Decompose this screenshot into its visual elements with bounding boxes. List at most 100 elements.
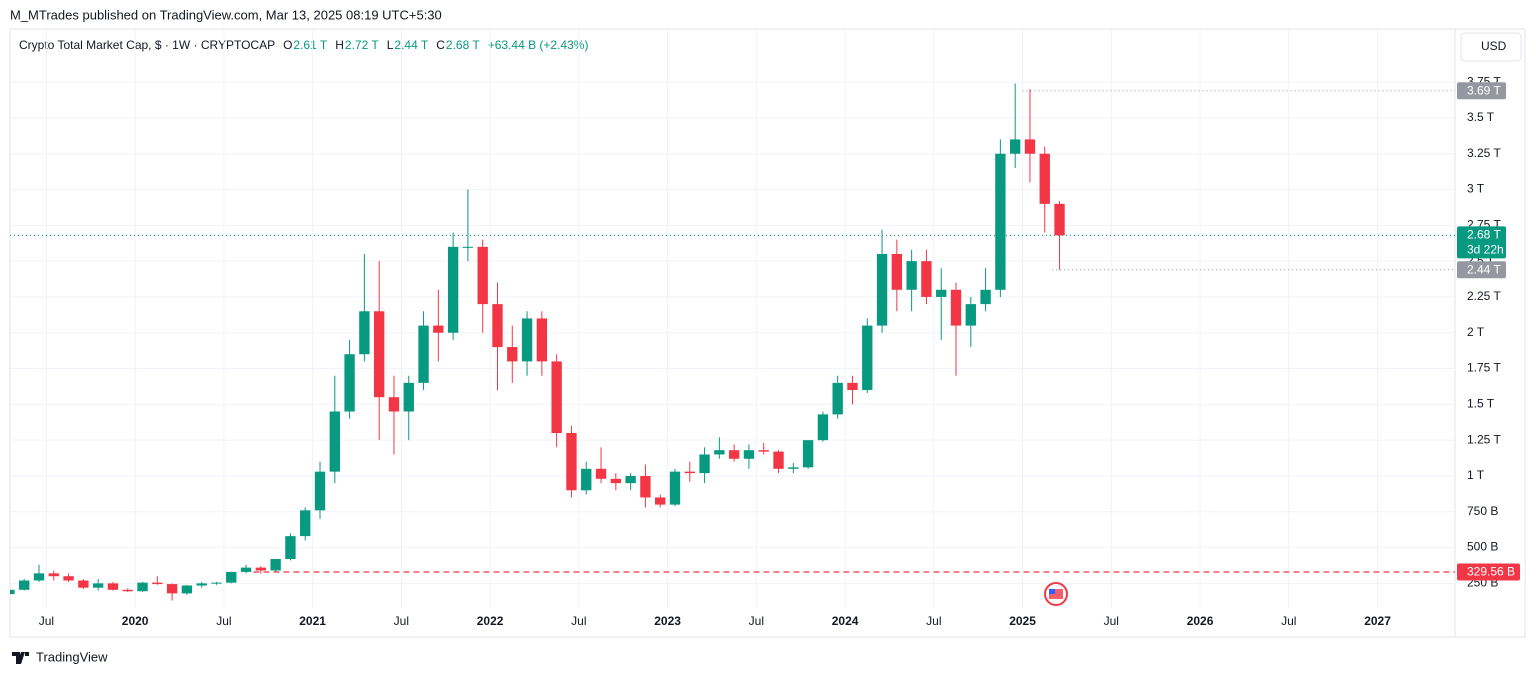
y-tick-label: 500 B: [1467, 540, 1498, 554]
countdown-label: 3d 22h: [1467, 243, 1504, 257]
y-tick-label: 3.5 T: [1467, 110, 1495, 124]
x-tick-label: 2027: [1364, 614, 1391, 628]
legend-value: 2.68 T: [446, 38, 480, 52]
candle-body: [773, 451, 784, 469]
candle-body: [965, 304, 976, 326]
candle-body: [610, 478, 621, 484]
candle-body: [10, 589, 15, 595]
candle-body: [521, 318, 533, 362]
candle-body: [625, 475, 636, 484]
legend-value: +63.44 B (+2.43%): [488, 38, 589, 52]
x-tick-label: 2023: [654, 614, 681, 628]
y-tick-label: 2.25 T: [1467, 289, 1501, 303]
candle-body: [921, 261, 932, 297]
legend-value: 2.61 T: [293, 38, 327, 52]
legend-key: H: [335, 38, 344, 52]
price-label: 3.69 T: [1467, 83, 1501, 97]
currency-label: USD: [1481, 39, 1507, 53]
currency-button[interactable]: [1460, 32, 1522, 62]
candle-body: [78, 580, 89, 588]
candle-body: [1009, 139, 1021, 154]
y-tick-label: 2 T: [1467, 325, 1485, 339]
brand-text: TradingView: [36, 649, 108, 664]
candle-body: [462, 246, 474, 248]
candle-body: [344, 354, 355, 412]
candle-body: [817, 414, 829, 441]
candle-body: [314, 471, 326, 511]
candle-body: [906, 261, 917, 290]
x-tick-label: 2026: [1187, 614, 1214, 628]
candle-body: [122, 589, 133, 592]
legend-value: 2.44 T: [394, 38, 428, 52]
symbol-title: Crypto Total Market Cap, $ · 1W · CRYPTO…: [19, 38, 275, 52]
candle-body: [388, 397, 400, 412]
candle-body: [566, 432, 577, 491]
x-tick-label: Jul: [926, 614, 941, 628]
candle-body: [640, 475, 651, 498]
candle-body: [802, 440, 814, 468]
plot-area: [10, 83, 1455, 601]
legend-key: L: [387, 38, 394, 52]
candle-body: [270, 559, 281, 571]
candle-body: [19, 580, 30, 590]
y-tick-label: 3.25 T: [1467, 146, 1501, 160]
candle-body: [373, 311, 385, 398]
x-tick-label: Jul: [394, 614, 409, 628]
legend-key: C: [436, 38, 445, 52]
candle-body: [684, 471, 695, 474]
candle-body: [536, 318, 548, 362]
candle-body: [832, 382, 843, 415]
candle-body: [181, 585, 193, 594]
candle-body: [285, 536, 296, 560]
y-tick-label: 1 T: [1467, 468, 1485, 482]
price-label: 329.56 B: [1467, 565, 1515, 579]
y-tick-label: 1.5 T: [1467, 397, 1495, 411]
candle-body: [743, 450, 755, 459]
candle-body: [447, 246, 459, 333]
x-tick-label: 2022: [477, 614, 504, 628]
candle-body: [950, 289, 962, 326]
candle-body: [152, 582, 163, 585]
grid: [10, 30, 1455, 608]
x-tick-label: Jul: [749, 614, 764, 628]
candle-body: [92, 583, 104, 588]
candle-body: [1039, 153, 1050, 204]
candle-body: [433, 325, 444, 333]
x-tick-label: Jul: [1281, 614, 1296, 628]
candle-body: [669, 471, 681, 505]
price-label-bg: [1457, 261, 1506, 279]
price-label: 2.68 T: [1467, 228, 1501, 242]
candle-body: [477, 246, 488, 305]
y-tick-label: 3 T: [1467, 182, 1485, 196]
candle-body: [847, 382, 858, 391]
y-tick-label: 750 B: [1467, 504, 1498, 518]
legend-key: O: [283, 38, 292, 52]
candle-body: [891, 253, 903, 290]
candle-body: [1054, 203, 1065, 236]
candle-body: [699, 454, 710, 474]
candle-body: [418, 325, 429, 383]
candle-body: [595, 468, 607, 479]
candle-body: [255, 567, 267, 571]
price-label-bg: [1457, 226, 1506, 259]
candle-body: [107, 583, 119, 590]
candle-body: [329, 411, 340, 472]
x-tick-label: 2024: [832, 614, 859, 628]
candle-body: [166, 584, 178, 594]
candle-body: [714, 450, 725, 455]
y-tick-label: 1.75 T: [1467, 361, 1501, 375]
candle-body: [655, 497, 666, 505]
flag-icon: [1044, 582, 1068, 606]
candle-body: [581, 468, 592, 491]
candle-body: [788, 467, 799, 469]
candle-body: [728, 450, 740, 459]
candle-body: [240, 567, 252, 572]
candle-body: [359, 311, 370, 355]
candle-body: [48, 573, 59, 577]
candle-body: [63, 576, 74, 581]
candle-body: [33, 573, 45, 581]
candle-body: [876, 253, 888, 326]
candle-body: [507, 347, 518, 362]
publisher: M_MTrades published on TradingView.com, …: [10, 7, 442, 22]
